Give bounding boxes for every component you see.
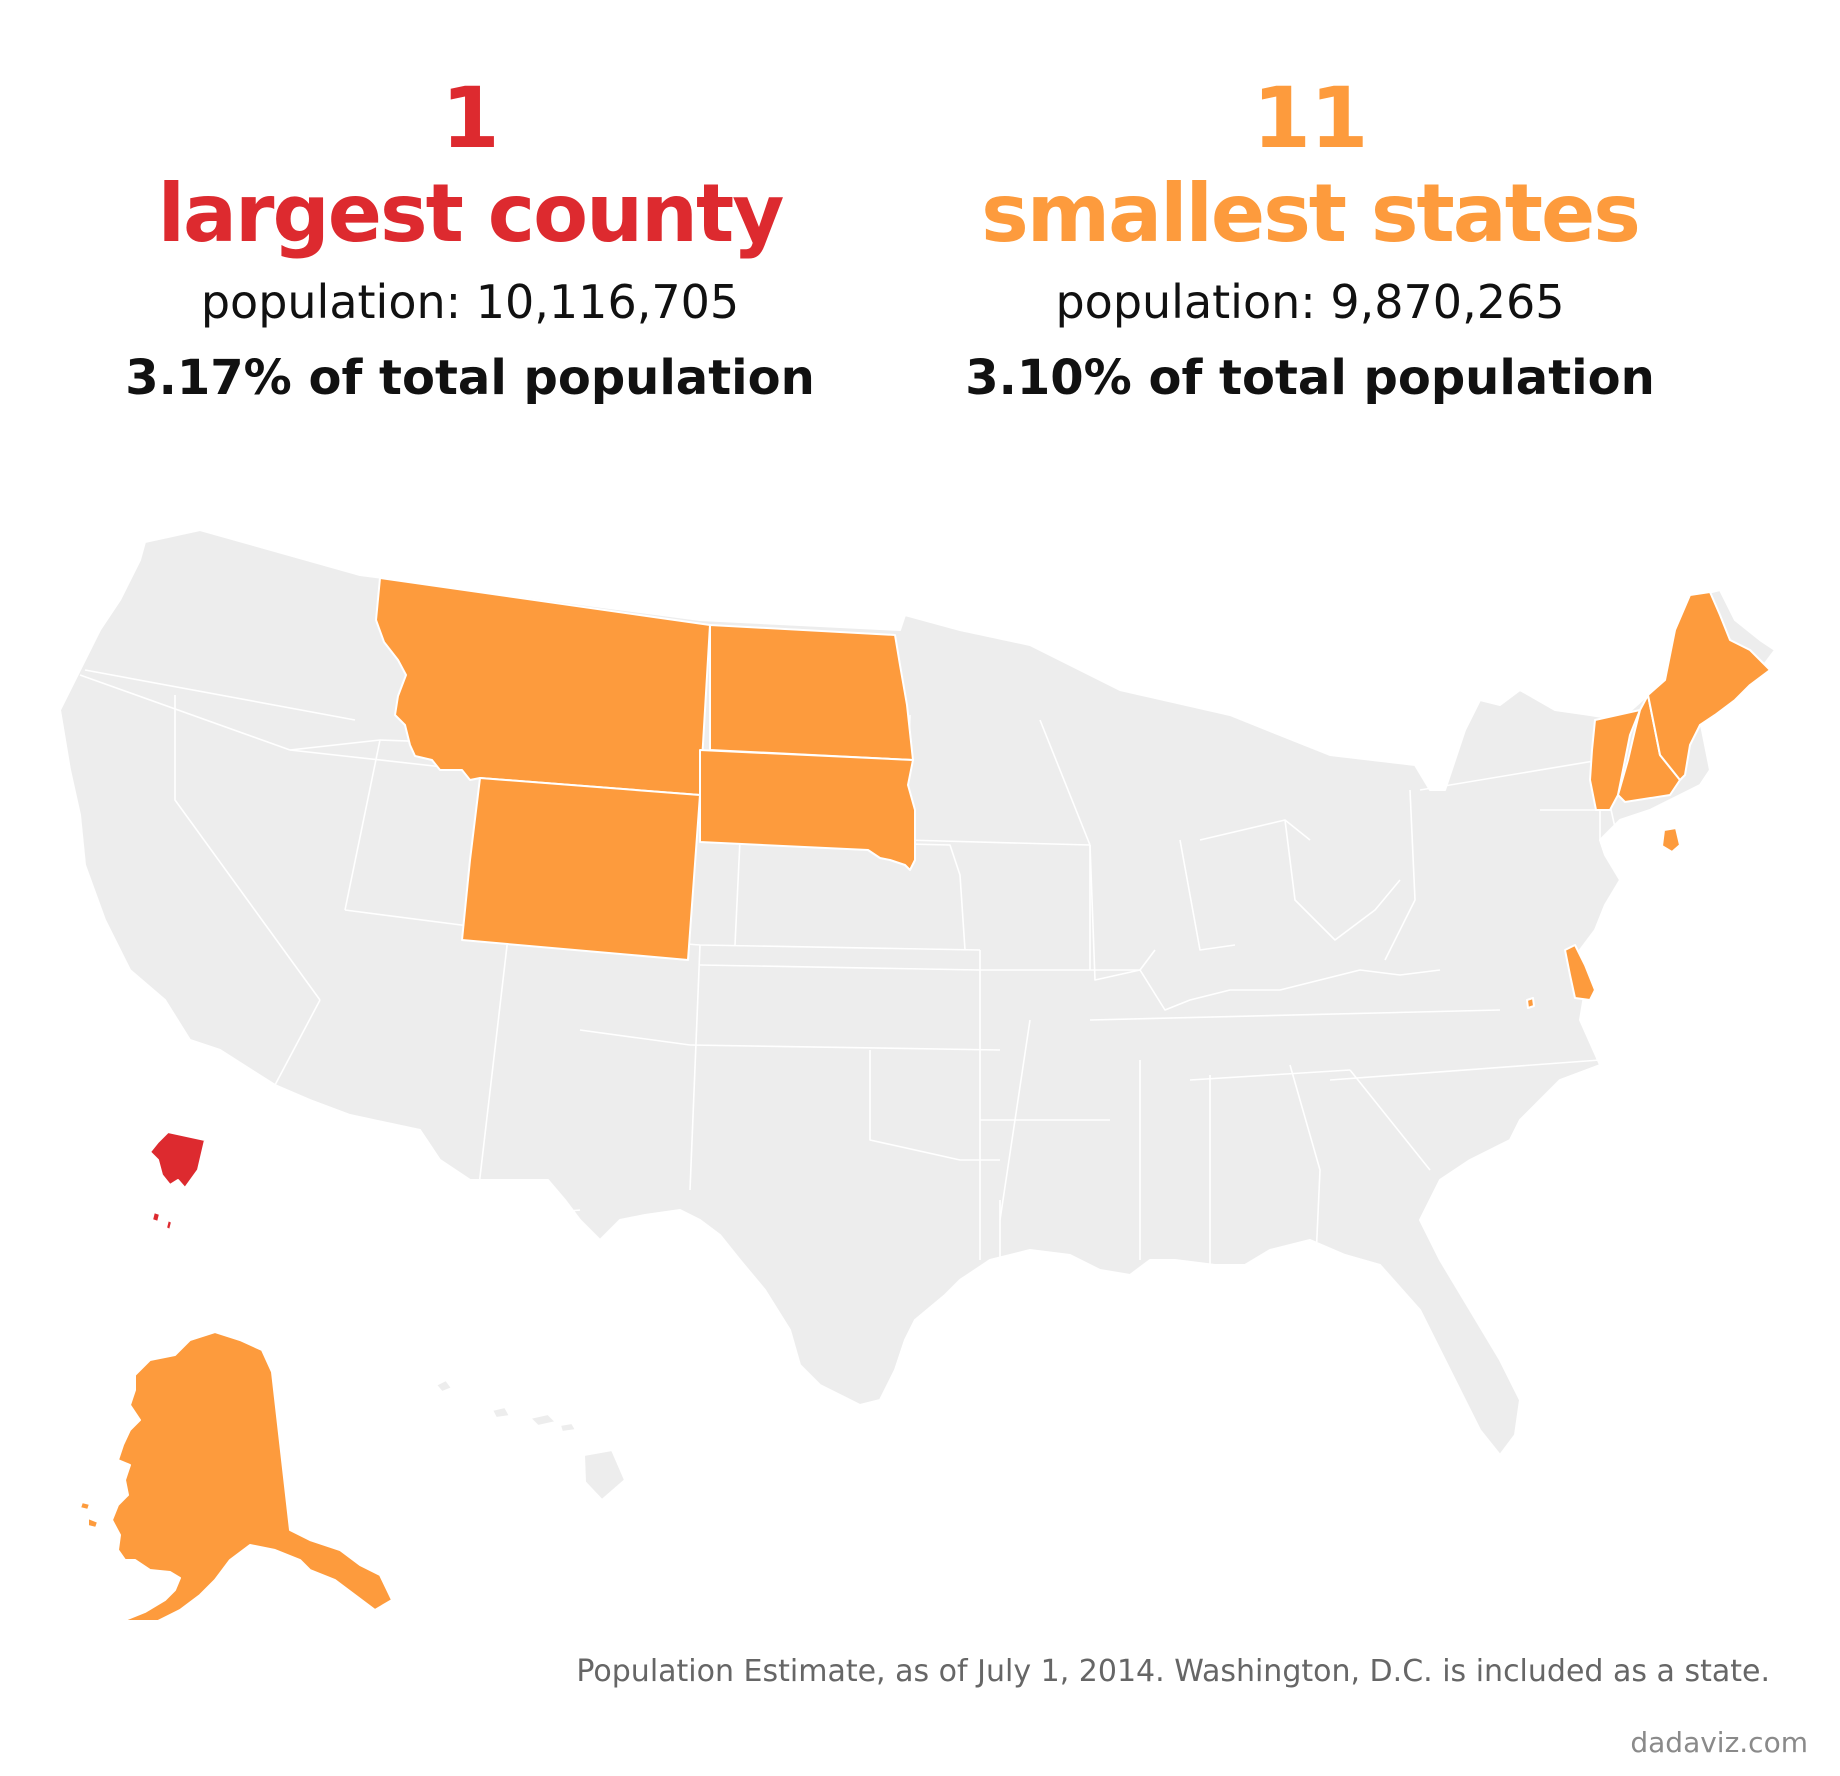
highlighted-states xyxy=(79,577,1771,1620)
states-share: 3.10% of total population xyxy=(965,350,1655,406)
county-share: 3.17% of total population xyxy=(125,350,815,406)
county-count: 1 xyxy=(441,69,499,167)
vermont xyxy=(1589,709,1641,811)
states-population: population: 9,870,265 xyxy=(1055,275,1565,329)
wyoming xyxy=(461,777,701,961)
states-count: 11 xyxy=(1252,69,1369,167)
hawaii-land xyxy=(435,1379,626,1501)
north-dakota xyxy=(709,624,914,761)
largest-county-stat: 1 largest county population: 10,116,705 … xyxy=(60,70,880,414)
county-label: largest county xyxy=(157,167,785,260)
highlighted-county xyxy=(149,1131,206,1231)
south-dakota xyxy=(699,749,916,871)
smallest-states-stat: 11 smallest states population: 9,870,265… xyxy=(900,70,1720,414)
contiguous-us-land xyxy=(59,529,1776,1456)
maine xyxy=(1647,591,1771,781)
los-angeles-island-2 xyxy=(165,1219,173,1231)
credit: dadaviz.com xyxy=(1630,1726,1808,1759)
footnote: Population Estimate, as of July 1, 2014.… xyxy=(576,1654,1770,1689)
district-of-columbia xyxy=(1526,997,1535,1009)
los-angeles-island-1 xyxy=(151,1211,161,1223)
delaware xyxy=(1564,944,1596,1001)
us-map xyxy=(0,520,1840,1620)
county-population: population: 10,116,705 xyxy=(200,275,740,329)
rhode-island xyxy=(1661,827,1681,853)
los-angeles-county xyxy=(149,1131,206,1189)
alaska xyxy=(111,1331,393,1620)
states-label: smallest states xyxy=(981,167,1641,260)
